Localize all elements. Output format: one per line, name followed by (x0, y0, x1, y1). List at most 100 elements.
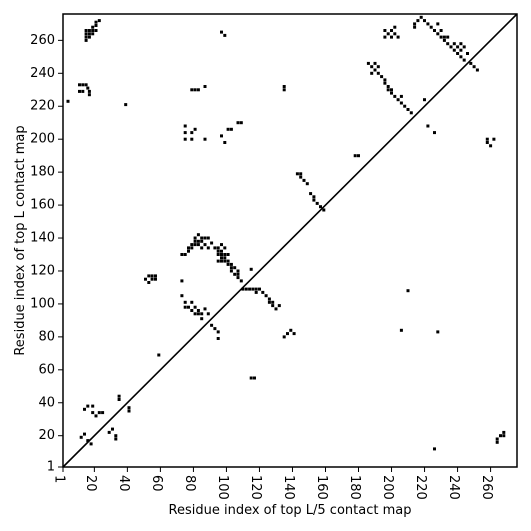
x-tick-label: 40 (116, 475, 131, 492)
contact-point (399, 94, 403, 98)
contact-point (200, 239, 204, 243)
contact-point (353, 154, 357, 158)
contact-point (396, 35, 400, 39)
contact-point (79, 435, 83, 439)
contact-point (295, 172, 299, 176)
contact-point (94, 414, 98, 418)
contact-point (87, 89, 91, 93)
x-tick-label: 80 (182, 475, 197, 492)
contact-point (200, 236, 204, 240)
contact-point (91, 411, 95, 415)
contact-point (183, 137, 187, 141)
contact-point (426, 22, 430, 26)
contact-point (271, 304, 275, 308)
y-tick-label: 220 (30, 99, 55, 114)
y-tick-label: 60 (38, 362, 55, 377)
contact-point (254, 290, 258, 294)
contact-point (305, 182, 309, 186)
contact-point (319, 205, 322, 209)
contact-point (81, 89, 85, 93)
x-tick-label: 60 (149, 475, 164, 492)
contact-point (472, 65, 476, 69)
contact-point (190, 300, 194, 304)
contact-point (436, 330, 440, 334)
contact-point (114, 437, 118, 441)
contact-point (210, 323, 214, 327)
x-tick-label: 120 (248, 475, 263, 500)
contact-point (299, 172, 303, 176)
contact-point (485, 141, 489, 144)
contact-point (366, 61, 370, 65)
contact-point (183, 124, 187, 128)
contact-point (87, 32, 91, 36)
contact-point (193, 239, 197, 243)
y-tick-label: 100 (30, 296, 55, 311)
contact-point (393, 25, 397, 29)
contact-point (154, 277, 157, 281)
contact-point (233, 266, 237, 270)
contact-point (220, 249, 223, 253)
contact-point (267, 300, 271, 304)
contact-point (264, 294, 268, 298)
contact-point (396, 98, 400, 102)
contact-point (292, 332, 296, 336)
contact-point (383, 29, 387, 32)
contact-point (183, 305, 187, 309)
contact-point (409, 111, 413, 115)
contact-point (274, 307, 278, 311)
x-tick-label: 260 (479, 475, 494, 500)
contact-point (187, 246, 190, 250)
y-tick-label: 80 (38, 329, 55, 344)
contact-point (370, 71, 374, 75)
contact-point (91, 25, 95, 29)
contact-point (442, 38, 446, 42)
contact-point (226, 253, 230, 256)
contact-point (406, 108, 410, 111)
contact-point (223, 256, 227, 260)
x-tick-label: 20 (83, 475, 98, 492)
contact-point (489, 144, 493, 148)
contact-point (376, 71, 380, 75)
contact-point (203, 236, 207, 240)
contact-point (200, 246, 204, 250)
y-tick-label: 140 (30, 231, 55, 246)
x-tick-label: 180 (347, 475, 362, 500)
contact-points-layer (66, 15, 506, 451)
contact-point (386, 32, 390, 36)
contact-point (220, 30, 223, 34)
contact-point (289, 328, 293, 332)
contact-point (190, 131, 194, 135)
contact-point (196, 243, 200, 247)
contact-point (254, 287, 258, 291)
contact-point (383, 81, 387, 85)
x-tick-label: 1 (52, 475, 67, 483)
contact-point (495, 437, 499, 441)
contact-point (91, 29, 95, 32)
contact-point (150, 274, 154, 278)
contact-point (383, 78, 387, 82)
contact-point (502, 430, 506, 434)
contact-point (433, 131, 436, 135)
contact-point (206, 312, 210, 316)
contact-point (376, 65, 380, 69)
contact-point (462, 58, 466, 62)
contact-point (84, 83, 88, 87)
contact-point (309, 192, 313, 196)
contact-point (78, 89, 81, 93)
contact-point (271, 300, 275, 304)
contact-point (226, 262, 230, 266)
contact-point (193, 127, 197, 131)
contact-point (462, 45, 466, 49)
contact-point (220, 134, 223, 138)
contact-point (117, 398, 121, 401)
contact-point (157, 353, 161, 357)
contact-point (413, 22, 417, 26)
contact-point (154, 274, 157, 278)
contact-point (147, 274, 151, 278)
contact-point (87, 93, 91, 97)
contact-point (203, 307, 207, 311)
contact-point (236, 272, 240, 276)
x-tick-label: 220 (413, 475, 428, 500)
contact-point (203, 85, 207, 88)
contact-point (436, 32, 440, 36)
